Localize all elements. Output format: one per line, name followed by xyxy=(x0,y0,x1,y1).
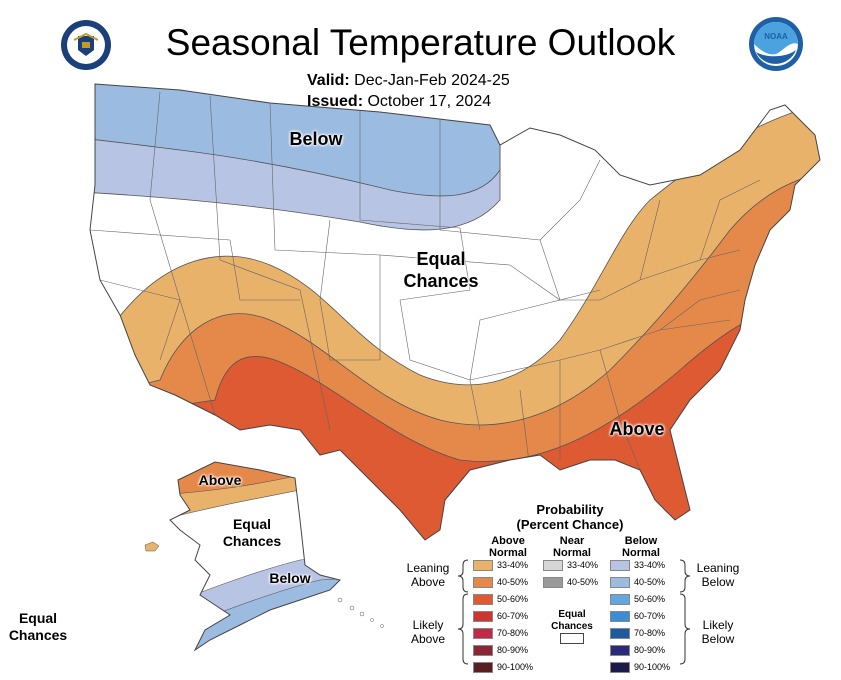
legend-likely-below: Likely Below xyxy=(688,618,748,646)
legend-col-near: Near Normal xyxy=(542,535,602,559)
valid-label: Valid: xyxy=(307,72,350,89)
commerce-seal-logo xyxy=(61,20,111,70)
below-range-label: 60-70% xyxy=(634,611,666,621)
above-range-label: 40-50% xyxy=(497,577,529,587)
label-ak-equal-line1: Equal xyxy=(232,516,272,532)
legend-col-below: Below Normal xyxy=(611,535,671,559)
issued-line: Issued: October 17, 2024 xyxy=(307,93,491,111)
below-swatch xyxy=(610,577,630,588)
likely-below-line2: Below xyxy=(701,632,735,646)
page-title: Seasonal Temperature Outlook xyxy=(165,22,676,63)
legend-col-above: Above Normal xyxy=(478,535,538,559)
below-swatch xyxy=(610,611,630,622)
above-range-label: 90-100% xyxy=(497,662,534,672)
above-swatch xyxy=(473,628,493,639)
below-swatch xyxy=(610,645,630,656)
below-swatch xyxy=(610,628,630,639)
leaning-below-line2: Below xyxy=(701,575,735,589)
legend-leaning-below: Leaning Below xyxy=(688,561,748,589)
above-range-label: 80-90% xyxy=(497,645,529,655)
col-above-line1: Above xyxy=(491,535,525,547)
legend-equal-line2: Chances xyxy=(551,621,593,632)
below-swatch xyxy=(610,560,630,571)
issued-label: Issued: xyxy=(307,93,364,110)
above-swatch xyxy=(473,577,493,588)
below-swatch xyxy=(610,662,630,673)
legend-equal-chances: Equal Chances xyxy=(542,609,602,633)
below-range-label: 70-80% xyxy=(634,628,666,638)
below-range-label: 50-60% xyxy=(634,594,666,604)
above-swatch xyxy=(473,645,493,656)
near-range-label: 40-50% xyxy=(567,577,599,587)
col-below-line2: Normal xyxy=(622,547,660,559)
above-swatch xyxy=(473,560,493,571)
above-range-label: 70-80% xyxy=(497,628,529,638)
leaning-above-line2: Above xyxy=(410,575,446,589)
col-near-line2: Normal xyxy=(553,547,591,559)
col-below-line1: Below xyxy=(624,535,658,547)
label-equal-line2: Chances xyxy=(403,271,479,291)
above-swatch xyxy=(473,611,493,622)
issued-value: October 17, 2024 xyxy=(367,93,492,110)
legend-title: Probability (Percent Chance) xyxy=(490,502,650,532)
label-above: Above xyxy=(609,419,665,439)
label-equal-chances: Equal Chances xyxy=(386,248,496,292)
legend-leaning-above: Leaning Above xyxy=(398,561,458,589)
near-swatch xyxy=(543,577,563,588)
noaa-logo: NOAA xyxy=(749,17,803,71)
below-range-label: 40-50% xyxy=(634,577,666,587)
label-equal-line1: Equal xyxy=(416,249,466,269)
likely-above-line1: Likely xyxy=(412,618,444,632)
above-swatch xyxy=(473,594,493,605)
leaning-above-line1: Leaning xyxy=(406,561,450,575)
label-ak-above: Above xyxy=(198,472,242,488)
label-ak-equal-line2: Chances xyxy=(222,533,282,549)
above-range-label: 33-40% xyxy=(497,560,529,570)
label-ak-equal-chances: Equal Chances xyxy=(212,516,292,550)
valid-line: Valid: Dec-Jan-Feb 2024-25 xyxy=(307,72,510,90)
above-range-label: 60-70% xyxy=(497,611,529,621)
likely-above-line2: Above xyxy=(410,632,446,646)
col-near-line1: Near xyxy=(559,535,585,547)
below-range-label: 33-40% xyxy=(634,560,666,570)
below-swatch xyxy=(610,594,630,605)
likely-below-line1: Likely xyxy=(702,618,734,632)
above-swatch xyxy=(473,662,493,673)
label-ak-below: Below xyxy=(269,570,311,586)
legend-title-line1: Probability xyxy=(536,502,604,517)
legend-title-line2: (Percent Chance) xyxy=(516,517,624,532)
svg-text:NOAA: NOAA xyxy=(764,32,788,41)
label-below: Below xyxy=(289,129,343,149)
near-range-label: 33-40% xyxy=(567,560,599,570)
legend-likely-above: Likely Above xyxy=(398,618,458,646)
col-above-line2: Normal xyxy=(489,547,527,559)
below-range-label: 90-100% xyxy=(634,662,671,672)
label-hi-equal-line2: Chances xyxy=(8,627,68,643)
label-hi-equal-line1: Equal xyxy=(18,610,58,626)
leaning-below-line1: Leaning xyxy=(696,561,740,575)
label-hi-equal-chances: Equal Chances xyxy=(0,610,76,644)
below-range-label: 80-90% xyxy=(634,645,666,655)
near-swatch xyxy=(543,560,563,571)
legend-equal-line1: Equal xyxy=(558,609,586,620)
legend-equal-swatch xyxy=(560,633,584,644)
above-range-label: 50-60% xyxy=(497,594,529,604)
valid-value: Dec-Jan-Feb 2024-25 xyxy=(354,72,510,89)
